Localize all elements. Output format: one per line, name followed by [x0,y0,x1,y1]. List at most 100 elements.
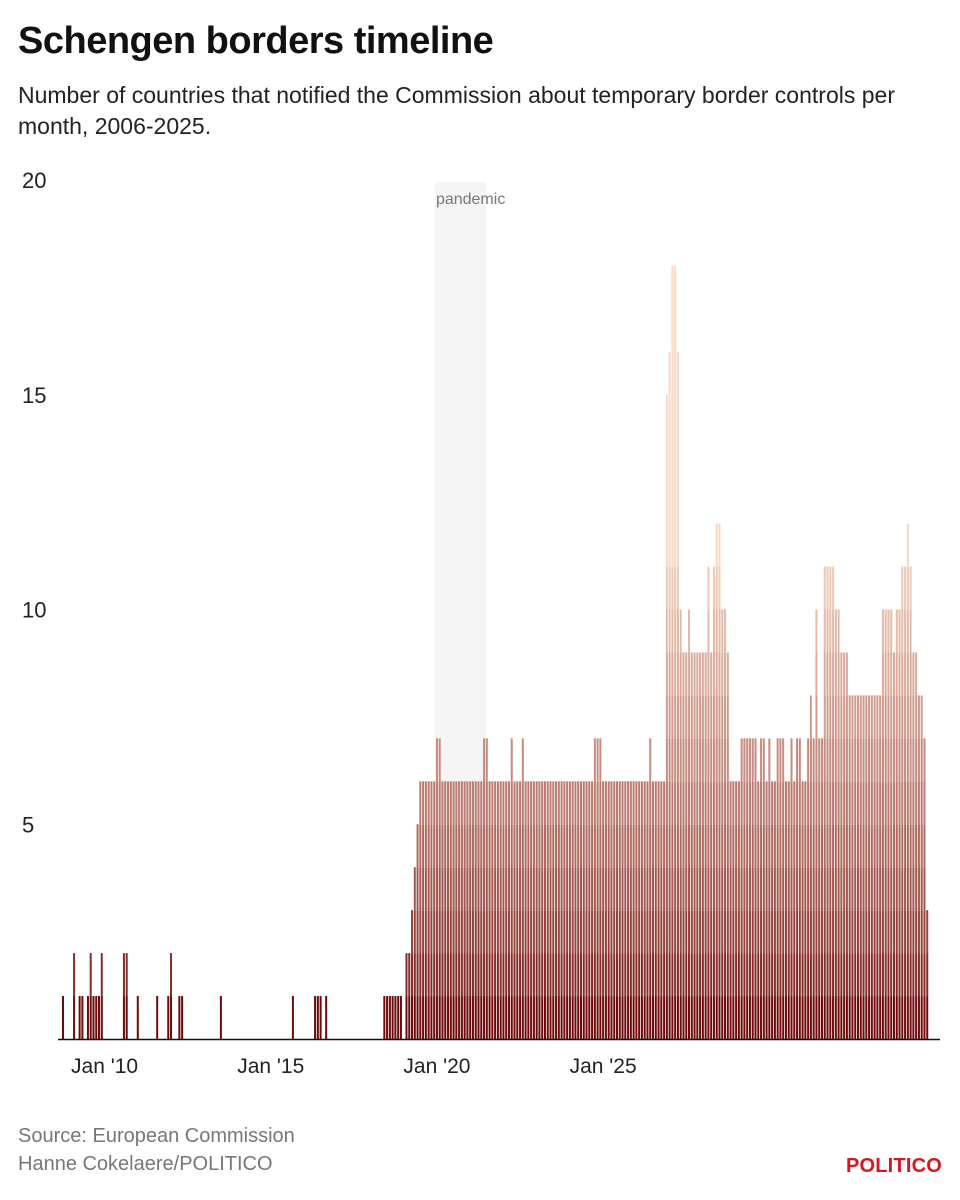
bar-segment [483,953,486,997]
bar-segment [826,996,829,1039]
chart-title: Schengen borders timeline [18,20,494,62]
bar-segment [488,953,491,997]
bar-segment [760,738,763,782]
bar-segment [646,996,649,1039]
bar-segment [787,953,790,997]
bar-segment [499,824,502,868]
bar-segment [671,867,674,911]
bar [740,738,743,1039]
bar-segment [823,609,826,653]
bar-segment [627,910,630,954]
bar [513,781,516,1039]
bar-segment [920,738,923,782]
bar-segment [879,824,882,868]
bar-segment [773,867,776,911]
bar-segment [652,953,655,997]
bar [904,566,907,1039]
bar-segment [773,996,776,1039]
bar-segment [668,996,671,1039]
bar-segment [674,609,677,653]
bar-segment [901,867,904,911]
bar-segment [682,953,685,997]
bar-segment [660,824,663,868]
bar-segment [574,910,577,954]
bar-segment [582,867,585,911]
bar-segment [699,996,702,1039]
bar-segment [674,566,677,610]
bar-segment [674,738,677,782]
bar-segment [471,996,474,1039]
bar-segment [643,953,646,997]
bar-segment [477,867,480,911]
bar-segment [904,824,907,868]
bar-segment [430,953,433,997]
bar-segment [823,566,826,610]
bar-segment [737,824,740,868]
bar-segment [466,867,469,911]
bar [712,566,715,1039]
bar-segment [848,738,851,782]
bar-segment [748,996,751,1039]
bar-segment [876,781,879,825]
bar-segment [688,695,691,739]
bar [413,867,416,1039]
bar-segment [881,824,884,868]
bar-segment [901,824,904,868]
bar [391,996,394,1039]
bar-segment [884,996,887,1039]
x-tick-label: Jan '20 [403,1055,470,1078]
bar [178,996,181,1039]
bar-segment [915,652,918,696]
bar-segment [507,910,510,954]
bar-segment [793,781,796,825]
bar-segment [521,824,524,868]
bar-segment [693,781,696,825]
bar-segment [895,824,898,868]
bar-segment [754,781,757,825]
source-note: Source: European Commission [18,1125,295,1147]
bar-segment [840,695,843,739]
bar-segment [826,781,829,825]
bar-segment [718,566,721,610]
bar-segment [543,996,546,1039]
bar-segment [610,867,613,911]
bar-segment [707,652,710,696]
bar-segment [768,996,771,1039]
bar-segment [790,738,793,782]
bar-segment [433,781,436,825]
bar-segment [524,953,527,997]
bar-segment [881,781,884,825]
bar-segment [798,953,801,997]
bar-segment [876,867,879,911]
bar-segment [815,867,818,911]
bar-segment [496,910,499,954]
bar-segment [688,609,691,653]
bar-segment [593,781,596,825]
bar-segment [532,781,535,825]
bar-segment [735,867,738,911]
bar-segment [798,910,801,954]
bar-segment [735,910,738,954]
bar-segment [422,910,425,954]
bar-segment [579,996,582,1039]
bar-segment [460,996,463,1039]
bar-segment [668,566,671,610]
bar-segment [893,867,895,911]
bar-segment [466,996,469,1039]
bar-segment [832,781,835,825]
bar-segment [502,824,505,868]
bar-segment [729,910,732,954]
bar-segment [748,910,751,954]
bar-segment [890,953,893,997]
bar-segment [469,867,472,911]
bar-segment [538,824,541,868]
bar [433,781,436,1039]
bar-segment [862,953,865,997]
bar-segment [596,910,599,954]
bar-segment [887,738,890,782]
bar-segment [879,953,882,997]
bar-segment [856,824,859,868]
bar-segment [524,781,527,825]
bar-segment [904,781,907,825]
bar-segment [676,781,679,825]
